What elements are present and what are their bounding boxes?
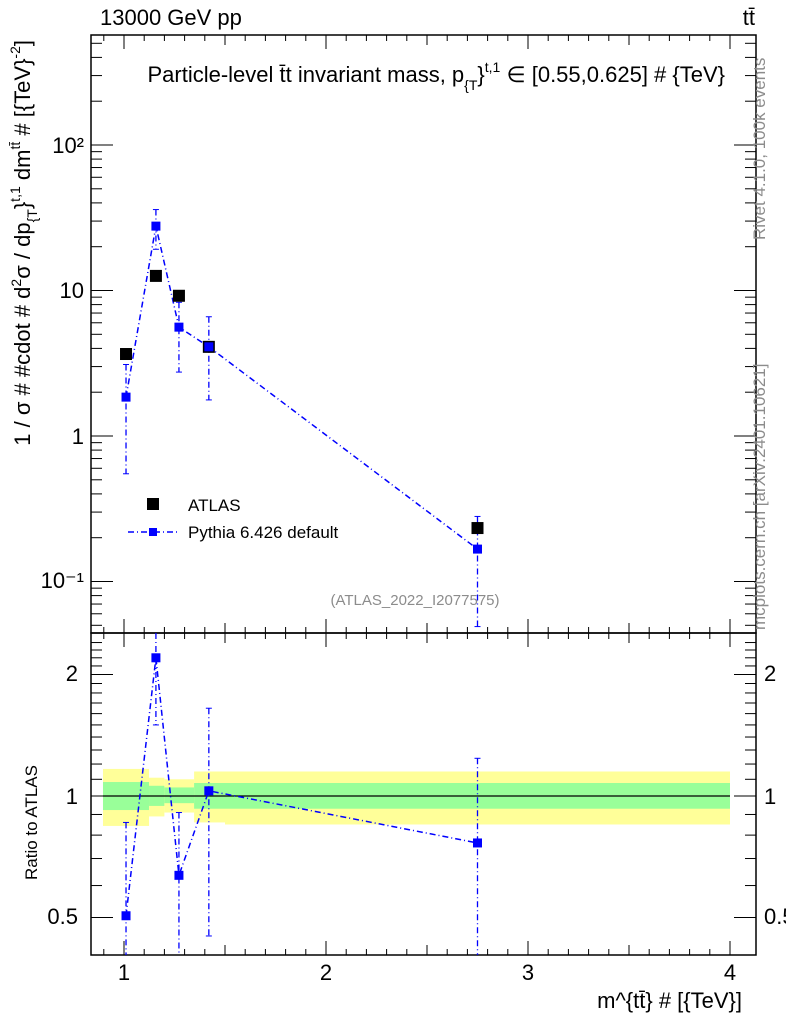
analysis-id: (ATLAS_2022_I2077575)	[330, 592, 499, 609]
process-label: tt̄	[743, 5, 755, 30]
ratio-frame	[90, 632, 757, 956]
ratio-y-tick-label: 0.5	[47, 904, 78, 929]
pythia-point	[473, 544, 482, 554]
legend-marker-pythia	[149, 528, 157, 536]
legend-label-pythia: Pythia 6.426 default	[188, 523, 339, 542]
pythia-line	[125, 225, 478, 550]
pythia-point	[204, 342, 214, 352]
ratio-y-tick-label-right: 2	[764, 661, 776, 686]
legend-label-atlas: ATLAS	[188, 496, 241, 515]
energy-label: 13000 GeV pp	[100, 5, 242, 30]
ratio-point	[121, 911, 131, 921]
title-sub: {T	[464, 77, 478, 93]
ratio-point	[151, 653, 161, 663]
legend: ATLAS Pythia 6.426 default	[128, 496, 339, 542]
pythia-point	[121, 392, 131, 402]
side-label-top: Rivet 4.1.0, 100k events	[750, 58, 769, 240]
y-tick-label: 1	[72, 424, 84, 449]
y-axis-label: 1 / σ # #cdot # d2σ / dp{T}t,1 dmtt̄ # […	[7, 40, 40, 446]
y-tick-label: 10	[60, 278, 84, 303]
plot-title: Particle-level t̄t invariant mass, p{T}t…	[147, 59, 725, 93]
x-axis-label: m^{tt̄} # [{TeV}]	[597, 988, 742, 1013]
x-tick-label: 2	[320, 960, 332, 985]
legend-marker-atlas	[147, 498, 159, 510]
title-close: }	[477, 62, 484, 87]
pythia-point	[174, 322, 184, 332]
ratio-point	[473, 838, 482, 848]
ratio-bands	[102, 768, 730, 826]
data-marks	[120, 209, 484, 955]
x-tick-label: 3	[522, 960, 534, 985]
ratio-y-tick-label-right: 1	[764, 784, 776, 809]
ratio-line	[125, 657, 478, 916]
x-tick-label: 4	[724, 960, 736, 985]
atlas-point	[149, 269, 162, 282]
ratio-y-tick-label: 2	[66, 661, 78, 686]
y-tick-label: 10⁻¹	[41, 568, 84, 593]
title-main: Particle-level t̄t invariant mass, p	[147, 62, 464, 87]
ratio-point	[174, 870, 184, 880]
main-frame	[90, 34, 757, 634]
x-tick-label: 1	[118, 960, 130, 985]
y-tick-label: 10²	[52, 133, 84, 158]
ratio-y-tick-label-right: 0.5	[764, 904, 786, 929]
side-label-bottom: mcplots.cern.ch [arXiv:2401.10621]	[750, 364, 769, 630]
title-sup: t,1	[485, 59, 501, 75]
pythia-point	[151, 221, 161, 231]
atlas-point	[120, 348, 133, 361]
atlas-point	[172, 289, 185, 302]
ratio-point	[204, 786, 214, 796]
title-rest: ∈ [0.55,0.625] # {TeV}	[500, 62, 725, 87]
axes	[90, 34, 757, 956]
ratio-y-label: Ratio to ATLAS	[22, 765, 41, 880]
atlas-point	[471, 522, 484, 535]
tick-labels: 10⁻¹ 1 10 10² 0.5 1 2 0.5 1 2 1 2 3 4	[41, 133, 786, 985]
ratio-y-tick-label: 1	[66, 784, 78, 809]
inner-band	[164, 787, 195, 804]
